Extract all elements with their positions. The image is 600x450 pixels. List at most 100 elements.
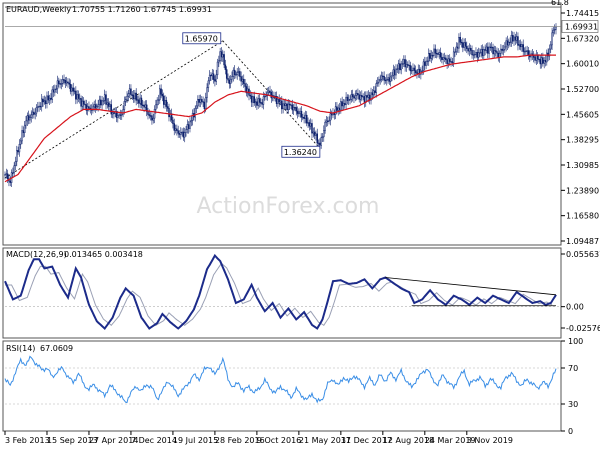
candle-body [58,80,60,84]
candle-body [298,112,300,115]
candle-body [434,48,437,54]
candle-body [433,48,435,56]
rsi-axis-label: 30 [568,400,578,409]
candle-body [464,42,467,47]
candle-body [311,123,313,134]
rsi-axis-label: 0 [568,427,573,436]
candle-body [254,101,257,104]
candle-body [357,93,359,95]
candle-body [204,97,207,110]
candle-body [199,99,202,103]
candle-body [181,131,183,134]
candle-body [550,44,552,50]
candle-body [6,173,9,180]
candle-body [425,60,427,66]
candle-body [147,111,149,115]
time-axis-label: 3 Feb 2013 [5,436,50,445]
candle-body [35,107,38,114]
candle-body [216,61,219,76]
candle-body [374,90,376,93]
candle-body [88,106,90,109]
price-annotations: 1.65970 1.36240 [182,32,321,158]
price-axis-label: 1.16580 [566,212,599,221]
candle-body [253,96,256,104]
candle-body [50,97,52,100]
candle-body [490,46,493,49]
candle-body [127,93,130,97]
rsi-line [4,355,557,404]
candle-body [288,103,291,106]
macd-axis-label: 0.055637 [566,250,600,259]
candle-body [526,50,528,52]
candle-body [264,95,266,98]
rsi-axis-label: 70 [568,364,578,373]
candle-body [502,48,505,51]
candle-body [496,51,498,54]
candle-body [337,107,339,111]
candle-body [525,50,527,53]
candle-body [303,116,305,119]
candle-body [302,116,304,119]
candle-body [384,79,387,82]
candle-body [286,103,288,110]
candle-body [266,91,269,96]
candle-body [438,52,440,55]
price-pane-ohlc: 1.70755 1.71260 1.67745 1.69931 [72,5,212,14]
candle-body [18,143,21,153]
price-axis-label: 1.23890 [566,186,599,195]
candle-body [401,63,404,65]
candle-body [341,101,343,107]
candle-body [201,99,203,102]
candle-body [185,129,187,133]
candle-body [414,70,417,74]
macd-pane-name: MACD(12,26,9) [6,250,67,259]
candle-body [261,102,263,105]
candle-body [284,103,287,106]
candle-body [442,57,444,60]
candle-body [197,99,199,107]
candle-body [379,79,381,81]
candle-body [475,52,477,55]
candle-body [269,90,271,93]
candle-body [488,46,490,54]
candle-body [458,36,460,49]
price-annotation-box [182,32,222,45]
candle-body [174,128,177,131]
time-axis-label: 9 Oct 2016 [257,436,301,445]
candle-body [97,104,99,107]
candle-body [69,83,72,92]
candle-body [71,87,73,92]
candle-body [139,97,141,104]
candle-body [64,80,67,84]
candle-body [540,57,543,65]
candle-body [211,73,214,77]
candle-body [16,150,18,162]
time-axis-label: 28 Feb 2016 [215,436,265,445]
candle-body [538,58,540,61]
candle-body [511,35,514,42]
candle-body [122,109,124,115]
candle-body [422,61,425,71]
candle-body [210,74,212,77]
candle-body [508,41,510,46]
candle-body [152,117,154,121]
candle-body [124,99,127,102]
candle-body [225,69,228,79]
last-price-box [561,20,599,33]
candle-body [500,48,502,54]
candle-body [462,42,464,48]
candle-body [408,64,410,67]
candle-body [157,99,160,101]
candle-body [19,140,22,145]
candle-body [455,46,458,53]
candle-body [463,42,465,48]
candle-body [140,97,143,106]
candle-body [215,74,217,82]
candle-body [236,72,238,75]
candle-body [189,121,191,129]
candle-body [399,63,401,71]
candle-body [246,88,249,94]
candle-body [323,130,325,138]
candle-body [361,94,363,97]
